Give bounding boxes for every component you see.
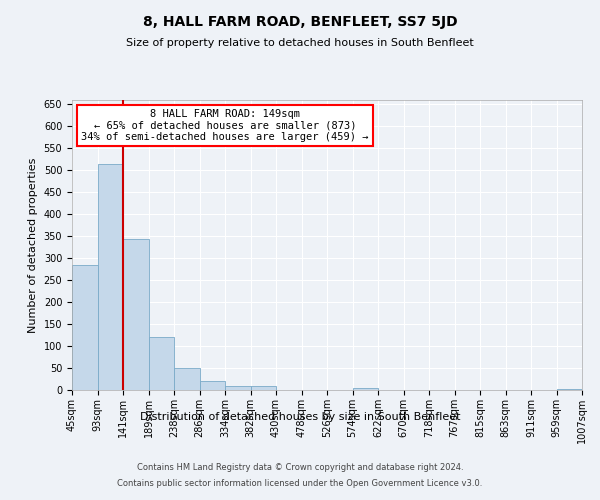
Bar: [72, 265, 97, 390]
Text: Distribution of detached houses by size in South Benfleet: Distribution of detached houses by size …: [140, 412, 460, 422]
Text: 8, HALL FARM ROAD, BENFLEET, SS7 5JD: 8, HALL FARM ROAD, BENFLEET, SS7 5JD: [143, 15, 457, 29]
Bar: [174, 368, 199, 390]
Text: Size of property relative to detached houses in South Benfleet: Size of property relative to detached ho…: [126, 38, 474, 48]
Bar: [225, 386, 251, 390]
Bar: [149, 338, 174, 390]
Bar: [251, 386, 276, 390]
Bar: [199, 381, 225, 390]
Text: 8 HALL FARM ROAD: 149sqm
← 65% of detached houses are smaller (873)
34% of semi-: 8 HALL FARM ROAD: 149sqm ← 65% of detach…: [81, 108, 369, 142]
Text: Contains public sector information licensed under the Open Government Licence v3: Contains public sector information licen…: [118, 478, 482, 488]
Bar: [557, 388, 582, 390]
Bar: [123, 240, 149, 390]
Y-axis label: Number of detached properties: Number of detached properties: [28, 158, 38, 332]
Text: Contains HM Land Registry data © Crown copyright and database right 2024.: Contains HM Land Registry data © Crown c…: [137, 464, 463, 472]
Bar: [97, 164, 123, 390]
Bar: [353, 388, 378, 390]
